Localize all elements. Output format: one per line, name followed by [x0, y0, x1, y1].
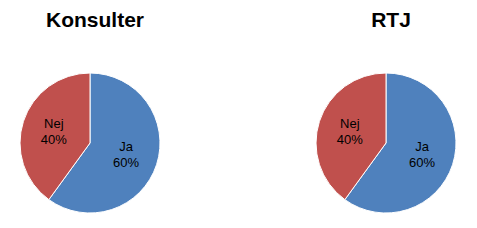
svg-text:Nej: Nej	[340, 116, 360, 131]
svg-text:Ja: Ja	[415, 139, 430, 154]
svg-text:Konsulter: Konsulter	[46, 8, 144, 31]
svg-text:60%: 60%	[113, 155, 139, 170]
svg-text:60%: 60%	[409, 155, 435, 170]
svg-text:Nej: Nej	[44, 116, 64, 131]
svg-text:Ja: Ja	[119, 139, 134, 154]
svg-text:40%: 40%	[41, 132, 67, 147]
svg-text:RTJ: RTJ	[371, 8, 411, 31]
svg-text:40%: 40%	[337, 132, 363, 147]
